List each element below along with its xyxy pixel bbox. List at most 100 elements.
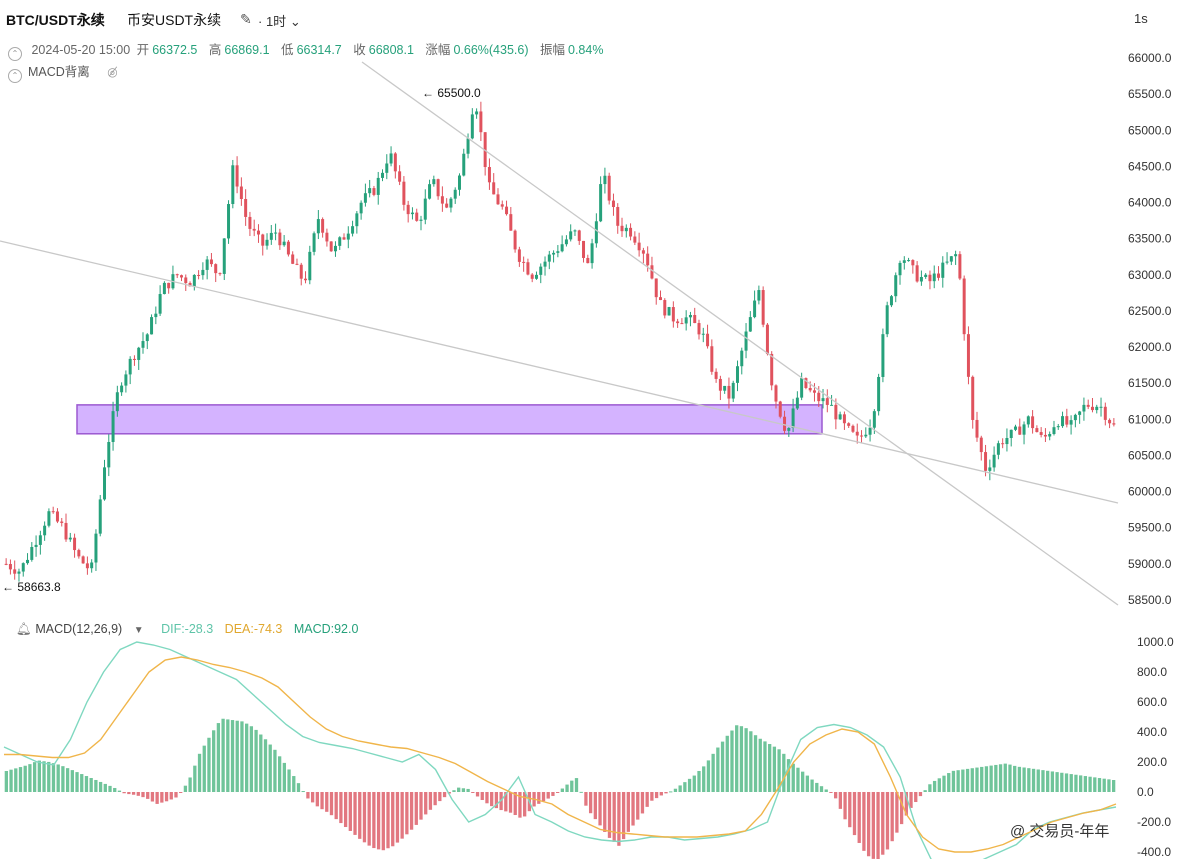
candle[interactable]: [915, 261, 919, 283]
candle[interactable]: [663, 298, 667, 319]
candle[interactable]: [21, 562, 25, 577]
candle[interactable]: [77, 548, 81, 559]
candle[interactable]: [740, 347, 744, 375]
candle[interactable]: [410, 207, 414, 220]
candle[interactable]: [706, 324, 710, 349]
candle[interactable]: [256, 224, 260, 243]
candle[interactable]: [641, 247, 645, 264]
candle[interactable]: [252, 219, 256, 237]
candle[interactable]: [744, 323, 748, 359]
candle[interactable]: [945, 252, 949, 265]
candle[interactable]: [381, 169, 385, 182]
candle[interactable]: [847, 422, 851, 429]
candle[interactable]: [1018, 418, 1022, 435]
candle[interactable]: [376, 171, 380, 205]
candle[interactable]: [868, 419, 872, 442]
candle[interactable]: [842, 411, 846, 430]
candle[interactable]: [684, 310, 688, 331]
candle[interactable]: [1048, 431, 1052, 441]
candle[interactable]: [962, 275, 966, 341]
candle[interactable]: [449, 197, 453, 213]
candle[interactable]: [235, 156, 239, 194]
candle[interactable]: [406, 200, 410, 223]
candle[interactable]: [1065, 408, 1069, 428]
candle[interactable]: [924, 273, 928, 279]
candle[interactable]: [992, 446, 996, 472]
candle[interactable]: [1090, 397, 1094, 413]
candle[interactable]: [269, 225, 273, 245]
candle[interactable]: [1039, 427, 1043, 438]
candle[interactable]: [162, 281, 166, 295]
timeframe-selector[interactable]: 1s: [1134, 11, 1148, 26]
candle[interactable]: [26, 553, 30, 565]
timeframe-dropdown[interactable]: · 1时 ⌄: [258, 14, 301, 29]
candle[interactable]: [351, 220, 355, 237]
candle[interactable]: [654, 278, 658, 305]
candle[interactable]: [393, 152, 397, 179]
candle[interactable]: [227, 200, 231, 244]
candle[interactable]: [1086, 399, 1090, 410]
candle[interactable]: [500, 200, 504, 210]
candle[interactable]: [671, 301, 675, 328]
candle[interactable]: [984, 444, 988, 477]
candle[interactable]: [1056, 423, 1060, 430]
candle[interactable]: [1035, 425, 1039, 433]
candle[interactable]: [996, 440, 1000, 460]
candle[interactable]: [522, 256, 526, 272]
candle[interactable]: [1001, 438, 1005, 449]
candle[interactable]: [727, 377, 731, 409]
candle[interactable]: [8, 559, 12, 575]
macd-name[interactable]: MACD(12,26,9): [35, 622, 123, 636]
candle[interactable]: [103, 459, 107, 501]
candle[interactable]: [496, 188, 500, 205]
symbol-title[interactable]: BTC/USDT永续: [6, 12, 105, 28]
candle[interactable]: [214, 263, 218, 283]
candle[interactable]: [855, 423, 859, 444]
candle[interactable]: [603, 167, 607, 194]
candle[interactable]: [4, 558, 8, 566]
candle[interactable]: [534, 271, 538, 280]
candle[interactable]: [286, 239, 290, 257]
candle[interactable]: [457, 173, 461, 196]
candle[interactable]: [1103, 402, 1107, 426]
candle[interactable]: [368, 179, 372, 198]
candle[interactable]: [611, 193, 615, 216]
candle[interactable]: [765, 323, 769, 356]
candle[interactable]: [98, 494, 102, 537]
indicator-name[interactable]: MACD背离: [28, 65, 90, 79]
candle[interactable]: [34, 535, 38, 557]
candle[interactable]: [804, 377, 808, 390]
candle[interactable]: [184, 274, 188, 291]
candle[interactable]: [453, 187, 457, 204]
candle[interactable]: [132, 355, 136, 366]
candle[interactable]: [778, 400, 782, 419]
candle[interactable]: [547, 250, 551, 270]
candle[interactable]: [633, 231, 637, 246]
candle[interactable]: [902, 256, 906, 270]
collapse-icon[interactable]: ⌃: [8, 47, 22, 61]
candle[interactable]: [363, 183, 367, 207]
candle[interactable]: [1026, 415, 1030, 428]
candle[interactable]: [620, 217, 624, 237]
candle[interactable]: [1112, 418, 1116, 427]
candle[interactable]: [1082, 397, 1086, 421]
candle[interactable]: [60, 517, 64, 527]
candle[interactable]: [697, 319, 701, 340]
candle[interactable]: [889, 294, 893, 308]
candle[interactable]: [402, 176, 406, 211]
candle[interactable]: [197, 270, 201, 280]
candle[interactable]: [329, 241, 333, 252]
candle[interactable]: [894, 272, 898, 303]
candle[interactable]: [885, 301, 889, 338]
candle[interactable]: [222, 238, 226, 281]
candle[interactable]: [1078, 410, 1082, 424]
candle[interactable]: [838, 411, 842, 420]
candle[interactable]: [971, 375, 975, 429]
candle[interactable]: [261, 233, 265, 256]
candle[interactable]: [492, 173, 496, 195]
candle[interactable]: [714, 368, 718, 383]
candle[interactable]: [231, 159, 235, 209]
candle[interactable]: [898, 260, 902, 285]
candle[interactable]: [667, 306, 671, 316]
candle[interactable]: [333, 241, 337, 257]
